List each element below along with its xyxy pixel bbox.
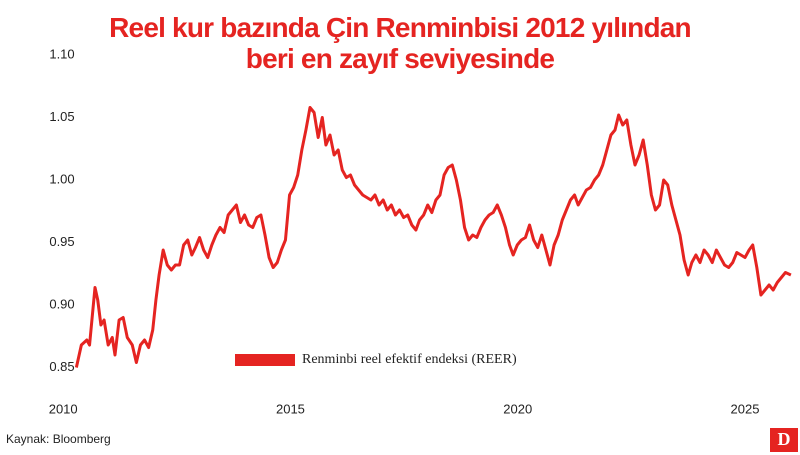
logo: D: [778, 429, 791, 449]
x-tick-label: 2025: [731, 401, 760, 416]
legend-swatch: [235, 354, 295, 366]
source: Kaynak: Bloomberg: [6, 432, 111, 446]
x-tick-label: 2020: [503, 401, 532, 416]
y-tick-label: 1.00: [49, 171, 74, 186]
legend-label: Renminbi reel efektif endeksi (REER): [302, 352, 517, 367]
y-tick-label: 1.05: [49, 109, 74, 124]
line: [74, 106, 792, 368]
y-tick-label: 0.85: [49, 359, 74, 374]
y-tick-label: 0.90: [49, 296, 74, 311]
chart-title: Reel kur bazında Çin Renminbisi 2012 yıl…: [109, 12, 692, 74]
logo-box: [770, 428, 798, 452]
x-tick-label: 2010: [49, 401, 78, 416]
x-tick-label: 2015: [276, 401, 305, 416]
y-tick-label: 0.95: [49, 234, 74, 249]
y-tick-label: 1.10: [49, 46, 74, 61]
